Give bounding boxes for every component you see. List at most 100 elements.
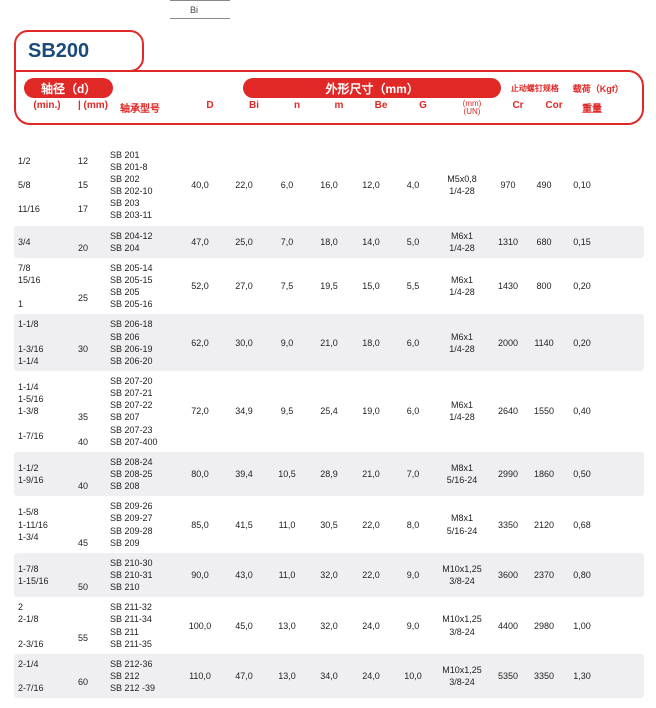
header-mm: | (mm) [70,100,116,117]
cell-weight: 0,20 [562,338,602,348]
header-Be: Be [360,100,402,117]
cell-n: 11,0 [266,520,308,530]
cell-un: M6x11/4-28 [434,399,490,423]
cell-cor: 680 [526,237,562,247]
cell-cor: 490 [526,180,562,190]
cell-D: 110,0 [178,671,222,681]
cell-Bi: 45,0 [222,621,266,631]
cell-G: 8,0 [392,520,434,530]
cell-n: 13,0 [266,621,308,631]
cell-mm: 40 [60,456,106,492]
cell-m: 19,5 [308,281,350,291]
cell-weight: 0,80 [562,570,602,580]
diagram-fragment: Bi [0,0,656,30]
cell-Bi: 25,0 [222,237,266,247]
cell-Bi: 39,4 [222,469,266,479]
cell-m: 25,4 [308,406,350,416]
cell-G: 5,0 [392,237,434,247]
cell-cr: 1310 [490,237,526,247]
cell-un: M8x15/16-24 [434,512,490,536]
cell-model: SB 206-18SB 206SB 206-19SB 206-20 [106,318,178,367]
cell-mm: 25 [60,268,106,304]
cell-cr: 3350 [490,520,526,530]
cell-m: 18,0 [308,237,350,247]
cell-G: 9,0 [392,621,434,631]
header-weight: 重量 [572,100,612,117]
cell-Be: 22,0 [350,520,392,530]
header-d-pill: 轴径（d） [24,78,113,98]
cell-D: 100,0 [178,621,222,631]
cell-Be: 24,0 [350,671,392,681]
cell-weight: 0,68 [562,520,602,530]
cell-min: 1-1/21-9/16 [14,462,60,486]
cell-cor: 800 [526,281,562,291]
cell-model: SB 207-20SB 207-21SB 207-22SB 207SB 207-… [106,375,178,448]
cell-weight: 0,20 [562,281,602,291]
cell-mm: 12 15 17 [60,155,106,216]
header-Bi: Bi [232,100,276,117]
cell-model: SB 210-30SB 210-31SB 210 [106,557,178,593]
cell-G: 6,0 [392,338,434,348]
cell-n: 9,0 [266,338,308,348]
cell-G: 6,0 [392,406,434,416]
cell-D: 72,0 [178,406,222,416]
cell-un: M10x1,253/8-24 [434,563,490,587]
table-row: 1-1/8 1-3/161-1/4 30SB 206-18SB 206SB 20… [14,314,644,371]
cell-G: 9,0 [392,570,434,580]
cell-min: 2-1/4 2-7/16 [14,658,60,694]
cell-weight: 0,50 [562,469,602,479]
cell-model: SB 204-12SB 204 [106,230,178,254]
table-row: 1-1/21-9/16 40SB 208-24SB 208-25SB 20880… [14,452,644,496]
header-cr: Cr [500,100,536,117]
cell-m: 34,0 [308,671,350,681]
cell-mm: 35 40 [60,375,106,448]
cell-un: M5x0,81/4-28 [434,173,490,197]
cell-m: 32,0 [308,621,350,631]
cell-Bi: 34,9 [222,406,266,416]
cell-m: 32,0 [308,570,350,580]
header-n: n [276,100,318,117]
cell-Be: 14,0 [350,237,392,247]
cell-min: 22-1/8 2-3/16 [14,601,60,650]
cell-un: M6x11/4-28 [434,331,490,355]
cell-D: 80,0 [178,469,222,479]
cell-G: 4,0 [392,180,434,190]
header-m: m [318,100,360,117]
header-D: D [188,100,232,117]
cell-model: SB 212-36SB 212SB 212 -39 [106,658,178,694]
table-row: 22-1/8 2-3/16 55SB 211-32SB 211-34SB 211… [14,597,644,654]
cell-D: 47,0 [178,237,222,247]
cell-weight: 1,30 [562,671,602,681]
cell-cr: 5350 [490,671,526,681]
cell-Bi: 47,0 [222,671,266,681]
cell-model: SB 209-26SB 209-27SB 209-28SB 209 [106,500,178,549]
cell-mm: 20 [60,230,106,254]
cell-weight: 0,10 [562,180,602,190]
cell-cor: 1550 [526,406,562,416]
cell-min: 1-5/81-11/161-3/4 [14,506,60,542]
table-header: 轴径（d） 外形尺寸（mm） 止动螺钉规格 载荷（Kgf） (min.) | (… [14,70,644,125]
cell-weight: 0,40 [562,406,602,416]
cell-cr: 3600 [490,570,526,580]
cell-n: 10,5 [266,469,308,479]
header-min: (min.) [24,100,70,117]
header-model: 轴承型号 [116,100,188,117]
cell-D: 90,0 [178,570,222,580]
cell-min: 1-1/41-5/161-3/8 1-7/16 [14,381,60,442]
cell-m: 16,0 [308,180,350,190]
cell-min: 1-1/8 1-3/161-1/4 [14,318,60,367]
cell-cor: 2980 [526,621,562,631]
diagram-bi-label: Bi [190,5,198,15]
cell-mm: 60 [60,664,106,688]
table-row: 1-5/81-11/161-3/4 45SB 209-26SB 209-27SB… [14,496,644,553]
cell-Be: 19,0 [350,406,392,416]
cell-cr: 2640 [490,406,526,416]
cell-cor: 2120 [526,520,562,530]
cell-D: 62,0 [178,338,222,348]
cell-n: 11,0 [266,570,308,580]
header-load: 载荷（Kgf） [563,82,634,95]
cell-Bi: 41,5 [222,520,266,530]
header-setscrew: 止动螺钉规格 [507,83,563,94]
cell-Be: 21,0 [350,469,392,479]
table-body: 1/2 5/8 11/1612 15 17SB 201SB 201-8SB 20… [0,125,656,708]
